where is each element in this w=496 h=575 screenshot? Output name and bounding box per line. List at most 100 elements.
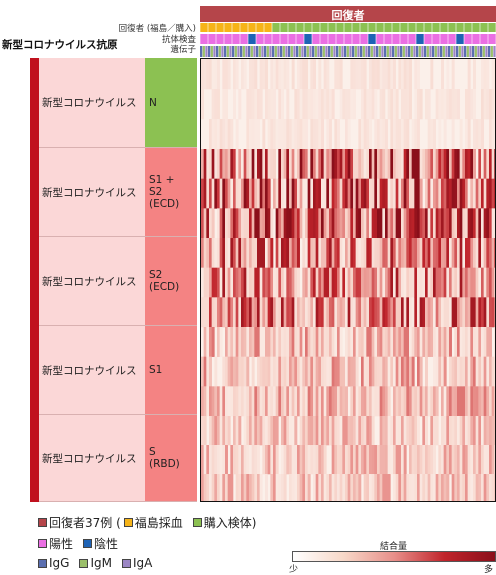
heatmap-cell (449, 149, 452, 179)
heatmap-cell (481, 119, 484, 150)
heatmap-cell (486, 59, 490, 90)
heatmap-cell (409, 267, 412, 298)
heatmap-cell (281, 416, 284, 446)
heatmap-cell (377, 238, 380, 268)
heatmap-cell (459, 267, 463, 298)
test-annotation-cell (280, 34, 288, 44)
heatmap-cell (347, 327, 351, 357)
heatmap-cell (249, 386, 252, 417)
heatmap-cell (430, 119, 434, 150)
gene-annotation-cell (256, 46, 259, 57)
heatmap-cell (419, 267, 423, 298)
heatmap-cell (265, 267, 268, 298)
heatmap-cell (419, 474, 423, 501)
legend-positive-text: 陽性 (49, 537, 74, 551)
heatmap-cell (345, 297, 348, 328)
gene-annotation-cell (360, 46, 363, 57)
test-annotation-cell (368, 34, 376, 44)
heatmap-cell (481, 474, 484, 501)
heatmap-cell (379, 208, 383, 239)
heatmap-cell (353, 474, 356, 501)
gene-annotation-cell (440, 46, 443, 57)
heatmap-cell (267, 119, 271, 150)
heatmap-cell (339, 59, 343, 90)
source-annotation-cell (448, 23, 456, 32)
heatmap-cell (217, 297, 220, 328)
heatmap-cell (467, 238, 471, 268)
heatmap-cell (281, 59, 284, 90)
heatmap-cell (486, 297, 490, 328)
heatmap-cell (257, 89, 260, 120)
heatmap-cell (241, 386, 244, 417)
heatmap-cell (361, 178, 364, 209)
heatmap-cell (305, 445, 308, 475)
source-annotation-cell (368, 23, 376, 32)
heatmap-cell (254, 445, 258, 475)
heatmap-cell (494, 178, 495, 209)
heatmap-cell (409, 297, 412, 328)
heatmap-cell (350, 59, 354, 90)
heatmap-cell (267, 178, 271, 209)
heatmap-cell (379, 119, 383, 150)
gene-annotation-cell (472, 46, 475, 57)
heatmap-cell (427, 89, 431, 120)
heatmap-cell (230, 238, 234, 268)
heatmap-cell (214, 445, 218, 475)
heatmap-cell (241, 208, 244, 239)
heatmap-cell (241, 474, 244, 501)
heatmap-cell (398, 178, 402, 209)
heatmap-cell (459, 297, 463, 328)
heatmap-cell (331, 356, 335, 387)
heatmap-cell (211, 386, 215, 417)
legend-igg-text: IgG (49, 556, 70, 570)
heatmap-cell (371, 474, 375, 501)
scale-title: 結合量 (380, 542, 408, 552)
heatmap-cell (374, 445, 378, 475)
heatmap-cell (326, 356, 330, 387)
heatmap-cell (299, 327, 303, 357)
heatmap-cell (355, 178, 359, 209)
gene-annotation-cell (242, 46, 245, 57)
heatmap-cell (235, 59, 239, 90)
heatmap-cell (494, 356, 495, 387)
heatmap-cell (254, 149, 258, 179)
heatmap-cell (323, 178, 327, 209)
heatmap-cell (438, 474, 442, 501)
heatmap-cell (265, 59, 268, 90)
heatmap-cell (318, 297, 322, 328)
heatmap-cell (363, 267, 367, 298)
heatmap-cell (489, 356, 492, 387)
heatmap-cell (361, 445, 364, 475)
heatmap-cell (470, 267, 474, 298)
legend-iga-text: IgA (132, 556, 153, 570)
heatmap-cell (425, 178, 428, 209)
heatmap-cell (478, 267, 482, 298)
heatmap-cell (462, 297, 466, 328)
heatmap-cell (219, 208, 223, 239)
test-annotation-cell (392, 34, 400, 44)
test-annotation-cell (448, 34, 456, 44)
heatmap-cell (473, 297, 476, 328)
heatmap-cell (326, 416, 330, 446)
heatmap-cell (414, 178, 418, 209)
heatmap-cell (281, 445, 284, 475)
heatmap-cell (377, 59, 380, 90)
heatmap-cell (302, 445, 306, 475)
gene-annotation-cell (205, 46, 208, 57)
heatmap-cell (257, 327, 260, 357)
heatmap-cell (409, 89, 412, 120)
heatmap-cell (251, 238, 255, 268)
heatmap-cell (209, 445, 212, 475)
heatmap-cell (462, 238, 466, 268)
gene-annotation-cell (373, 46, 376, 57)
heatmap-cell (230, 119, 234, 150)
gene-annotation-cell (306, 46, 309, 57)
heatmap-cell (459, 356, 463, 387)
heatmap-cell (358, 119, 362, 150)
heatmap-cell (489, 119, 492, 150)
heatmap-cell (422, 267, 426, 298)
heatmap-cell (454, 267, 458, 298)
heatmap-cell (411, 386, 415, 417)
heatmap-cell (382, 238, 386, 268)
heatmap-cell (443, 267, 447, 298)
